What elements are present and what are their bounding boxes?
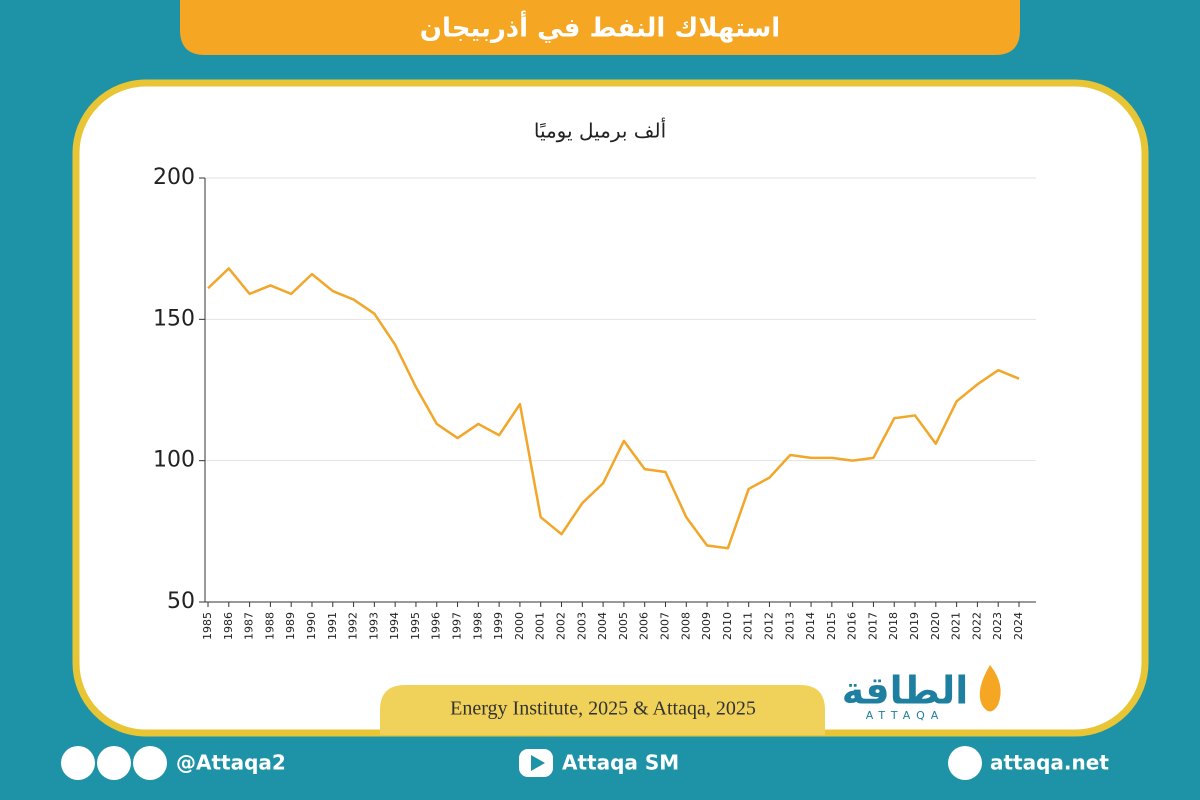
y-tick-label: 150 [153,306,195,331]
x-tick-label: 2022 [970,612,983,640]
x-tick-label: 2013 [783,612,796,640]
x-tick-label: 2012 [762,612,775,640]
logo-latin: ATTAQA [866,709,945,722]
x-tick-label: 2007 [658,612,671,640]
logo: الطاقة [842,669,969,713]
x-tick-label: 1993 [367,612,380,640]
source: Energy Institute, 2025 & Attaqa, 2025 [450,698,756,720]
y-tick-label: 100 [153,448,195,473]
plot: 50 100 150 200 1985 1986 1987 1988 1989 1990 1991 1… [153,165,1036,640]
x-tick-label: 2021 [950,612,963,640]
x-tick-label: 2005 [617,612,630,640]
x-tick-label: 1998 [471,612,484,640]
x-tick-label: 2023 [991,612,1004,640]
x-tick-label: 2014 [804,612,817,640]
logo-drop [979,665,1001,712]
y-tick-label: 200 [153,165,195,190]
title: استهلاك النفط في أذربيجان [420,11,780,44]
x-tick-label: 2006 [638,612,651,640]
x-tick-label: 2004 [596,612,609,640]
subtitle: ألف برميل يوميًا [534,118,666,143]
x-tick-label: 2010 [721,612,734,640]
x-tick-label: 2020 [929,612,942,640]
social-handle[interactable]: @Attaqa2 [176,751,286,775]
x-tick-label: 1992 [347,612,360,640]
play-icon [531,755,545,771]
x-tick-label: 1987 [243,612,256,640]
youtube-handle[interactable]: Attaqa SM [562,751,679,775]
x-tick-label: 1997 [451,612,464,640]
instagram-icon[interactable] [97,746,131,780]
x-tick-label: 1991 [326,612,339,640]
x-tick-label: 2019 [908,612,921,640]
x-tick-label: 2017 [866,612,879,640]
x-tick-label: 1999 [492,612,505,640]
x-tick-label: 2015 [825,612,838,640]
x-tick-label: 2008 [679,612,692,640]
x-tick-label: 2000 [513,612,526,640]
x-tick-label: 2009 [700,612,713,640]
data-line [207,267,1020,550]
web-icon[interactable] [948,746,982,780]
x-tick-label: 1985 [201,612,214,640]
source-pill [380,685,825,735]
x-tick-label: 1990 [305,612,318,640]
x-tick-label: 1996 [430,612,443,640]
x-tick-label: 1989 [284,612,297,640]
x-tick-label: 2024 [1012,612,1025,640]
title-bar [180,0,1020,55]
x-tick-label: 2011 [742,612,755,640]
website[interactable]: attaqa.net [990,751,1109,775]
y-tick-label: 50 [167,589,195,614]
x-tick-label: 1995 [409,612,422,640]
x-tick-label: 1988 [263,612,276,640]
x-tick-label: 1986 [222,612,235,640]
x-tick-label: 2002 [555,612,568,640]
facebook-icon[interactable] [133,746,167,780]
panel [72,79,1149,737]
x-tick-label: 1994 [388,612,401,640]
x-tick-label: 2016 [846,612,859,640]
x-icon[interactable] [61,746,95,780]
x-tick-label: 2018 [887,612,900,640]
x-tick-label: 2001 [534,612,547,640]
x-tick-label: 2003 [575,612,588,640]
